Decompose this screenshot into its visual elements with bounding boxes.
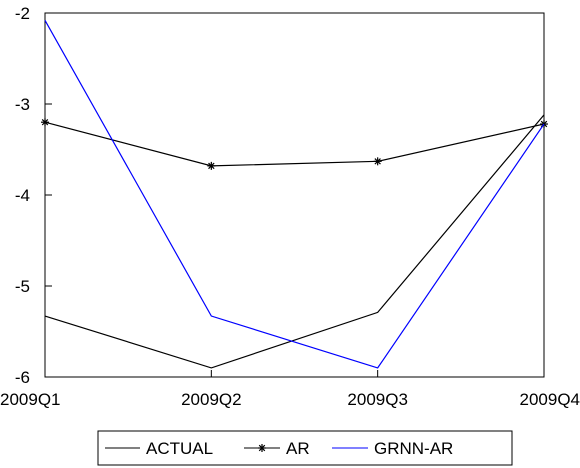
series-layer — [41, 19, 548, 369]
y-tick-label: -3 — [15, 95, 30, 114]
data-point-ar — [41, 118, 49, 127]
x-tick-label: 2009Q4 — [520, 390, 580, 409]
series-line-actual — [44, 114, 545, 369]
series-line-ar — [44, 121, 545, 167]
legend-marker-ar — [258, 444, 266, 452]
y-tick-label: -4 — [15, 186, 30, 205]
y-tick-label: -2 — [15, 4, 30, 23]
legend-asterisk-icon — [258, 444, 266, 452]
legend-box — [97, 430, 513, 466]
series-line-grnn-ar — [44, 19, 545, 369]
x-tick-label: 2009Q1 — [0, 390, 61, 409]
legend-label-actual: ACTUAL — [146, 439, 213, 458]
x-tick-label: 2009Q3 — [347, 390, 408, 409]
data-point-ar — [207, 161, 216, 170]
plot-frame — [44, 12, 545, 378]
data-point-ar — [373, 157, 382, 166]
y-tick-label: -6 — [15, 368, 30, 387]
legend: ACTUAL AR GRNN-AR — [97, 430, 513, 466]
y-axis: -2 -3 -4 -5 -6 — [15, 4, 52, 387]
legend-label-ar: AR — [286, 439, 310, 458]
legend-label-grnn-ar: GRNN-AR — [374, 439, 453, 458]
y-tick-label: -5 — [15, 277, 30, 296]
x-tick-label: 2009Q2 — [181, 390, 242, 409]
x-axis: 2009Q1 2009Q2 2009Q3 2009Q4 — [0, 370, 580, 409]
